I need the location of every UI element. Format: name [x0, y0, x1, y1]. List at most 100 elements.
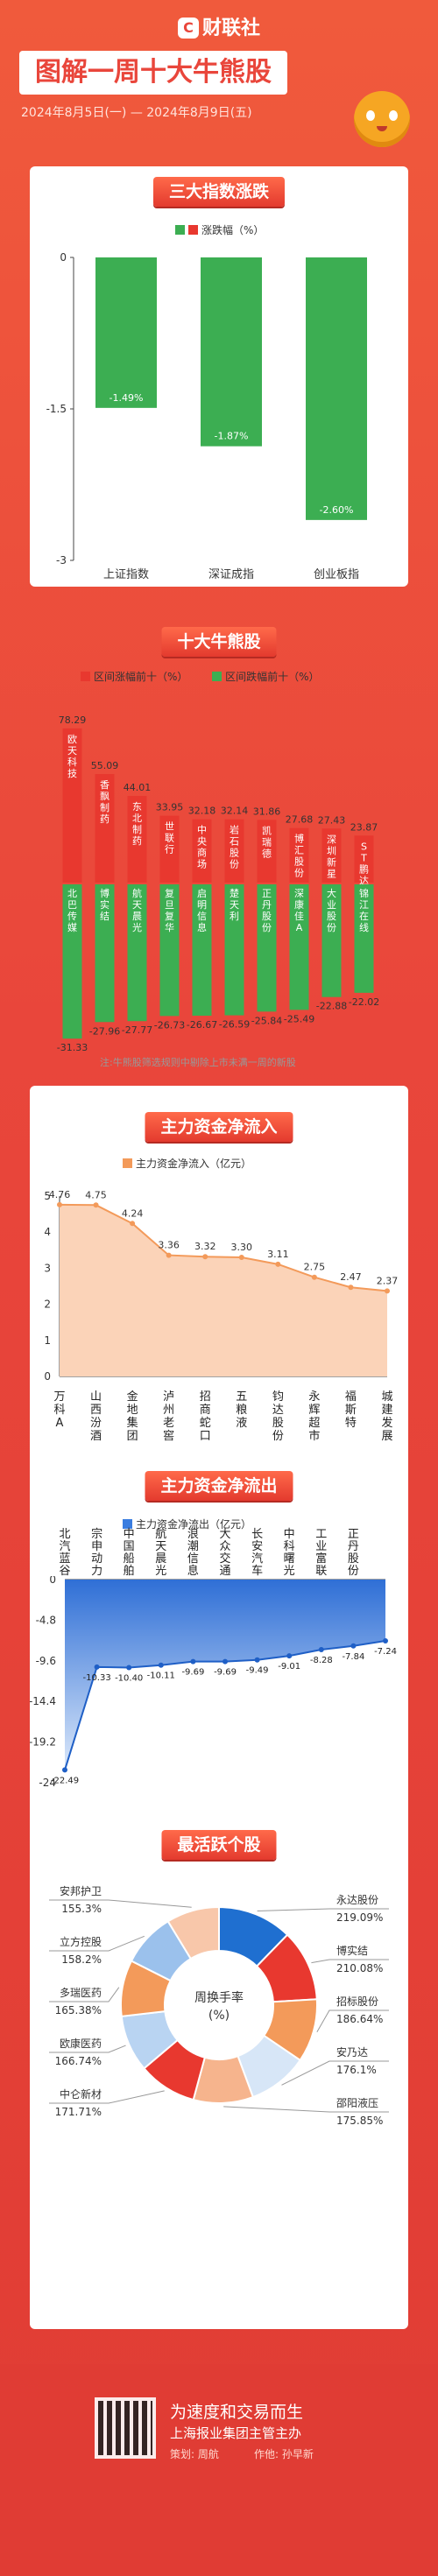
y-tick-label: -24: [39, 1777, 56, 1789]
data-point: [318, 1647, 324, 1653]
bull-name-char: 香: [100, 779, 110, 791]
legend-label-up: 区间涨幅前十（%）: [94, 671, 188, 683]
category-label: 福斯特: [344, 1390, 357, 1430]
bear-name-char: 光: [132, 921, 142, 933]
bull-name-char: 博: [294, 834, 304, 845]
bear-name-char: 深: [294, 888, 304, 899]
data-label: 4.24: [122, 1207, 144, 1219]
bear-value-label: -26.59: [219, 1019, 250, 1031]
slice-name-label: 中仑新材: [60, 2087, 102, 2101]
bull-name-char: 凯: [262, 825, 272, 836]
bear-value-label: -22.88: [316, 1001, 347, 1012]
bear-bar: [289, 884, 309, 1010]
center-label: (%): [208, 2009, 230, 2023]
bull-name-char: 商: [197, 847, 207, 859]
category-label: 长安汽车: [251, 1528, 264, 1578]
bear-name-char: 份: [327, 922, 336, 933]
bear-name-char: 航: [132, 887, 142, 899]
bear-value-label: -25.49: [284, 1013, 314, 1024]
date-range: 2024年8月5日(一) — 2024年8月9日(五): [21, 106, 252, 120]
active-pie-chart: 永达股份 219.09% 博实结 210.08% 招标股份 186.64% 安乃达 176.1…: [49, 1884, 389, 2127]
category-label: 永辉超市: [308, 1390, 321, 1443]
category-label: 创业板指: [314, 568, 359, 581]
bull-name-char: 股: [230, 848, 239, 859]
y-tick-label: -9.6: [36, 1655, 56, 1667]
bear-name-char: 在: [359, 911, 369, 922]
bullbear-title: 十大牛熊股: [161, 627, 277, 657]
category-label: 金地集团: [126, 1390, 138, 1443]
data-point: [286, 1653, 293, 1659]
bear-name-char: 巴: [67, 899, 77, 911]
bear-name-char: 华: [165, 921, 174, 933]
bull-name-char: S: [361, 841, 367, 852]
bull-name-char: 份: [294, 868, 304, 879]
leader-line: [311, 1959, 389, 1964]
bull-name-char: 场: [197, 858, 207, 870]
slice-value-label: 210.08%: [336, 1962, 383, 1974]
slice-value-label: 175.85%: [336, 2115, 383, 2127]
bear-bar: [95, 884, 115, 1023]
category-label: 北汽蓝谷: [59, 1528, 71, 1578]
bullbear-note: 注:牛熊股筛选规则中剔除上市未满一周的新股: [100, 1057, 296, 1068]
y-tick-label: 1: [44, 1334, 51, 1347]
footer-author: 作他: 孙早新: [254, 2448, 314, 2460]
data-label: -7.24: [374, 1647, 397, 1657]
bull-value-label: 32.14: [221, 806, 249, 817]
data-point: [223, 1658, 228, 1665]
category-label: 工业富联: [315, 1528, 328, 1578]
y-tick-label: -4.8: [36, 1614, 56, 1626]
bear-name-char: 锦: [359, 887, 369, 899]
category-label: 浪潮信息: [187, 1528, 199, 1578]
leader-line: [316, 2009, 389, 2032]
red-swatch: [188, 225, 198, 235]
data-point: [166, 1252, 172, 1258]
bar: [95, 257, 157, 408]
bear-value-label: -26.67: [187, 1019, 217, 1031]
footer-bar: [0, 2364, 438, 2576]
bear-value-label: -31.33: [57, 1042, 88, 1051]
bear-bar: [354, 884, 374, 993]
y-tick-label: -3: [56, 554, 67, 567]
footer-publisher: 上海报业集团主管主办: [170, 2425, 302, 2441]
category-label: 中科曙光: [283, 1528, 295, 1578]
bull-name-char: 星: [327, 868, 336, 879]
green-swatch: [175, 225, 185, 235]
pie-slice: [166, 1905, 220, 1960]
data-point: [383, 1637, 388, 1643]
active-title: 最活跃个股: [161, 1830, 277, 1860]
bear-value-label: -26.73: [154, 1019, 185, 1031]
bar: [306, 257, 367, 520]
data-label: 3.32: [194, 1241, 216, 1252]
data-label: 4.75: [85, 1189, 107, 1200]
y-tick-label: 3: [44, 1262, 51, 1274]
bear-name-char: 佳: [294, 910, 304, 922]
bear-name-char: 线: [359, 921, 369, 933]
bull-value-label: 33.95: [156, 802, 184, 813]
red-swatch: [81, 672, 90, 681]
data-label: -10.33: [82, 1673, 110, 1683]
green-swatch: [212, 672, 223, 681]
bull-name-char: 德: [262, 847, 272, 859]
category-label: 钧达股份: [272, 1390, 284, 1443]
data-label: -22.49: [51, 1776, 79, 1785]
bull-name-char: 北: [132, 813, 142, 824]
category-label: 正丹股份: [347, 1528, 359, 1578]
outflow-legend: 主力资金净流出（亿元）: [123, 1517, 251, 1531]
leader-line: [281, 2060, 389, 2086]
bull-name-char: 联: [165, 833, 174, 844]
slice-value-label: 155.3%: [61, 1903, 102, 1915]
bull-name-char: 飘: [100, 791, 110, 802]
bar-value-label: -1.49%: [110, 392, 144, 404]
indices-chart: 0 -1.5 -3 -1.49% 上证指数 -1.87% 深证成指 -2.60% 创业板指: [46, 251, 367, 581]
bear-bar: [62, 884, 82, 1039]
bull-name-char: 汇: [294, 845, 304, 856]
bull-name-char: 科: [67, 756, 77, 768]
data-label: -9.69: [214, 1668, 237, 1678]
slice-value-label: 158.2%: [61, 1953, 102, 1966]
bull-name-char: 药: [132, 835, 142, 847]
y-tick-label: 0: [49, 1576, 56, 1586]
bear-name-char: 天: [132, 899, 142, 911]
data-label: 4.76: [49, 1189, 71, 1200]
slice-value-label: 165.38%: [55, 2004, 102, 2016]
